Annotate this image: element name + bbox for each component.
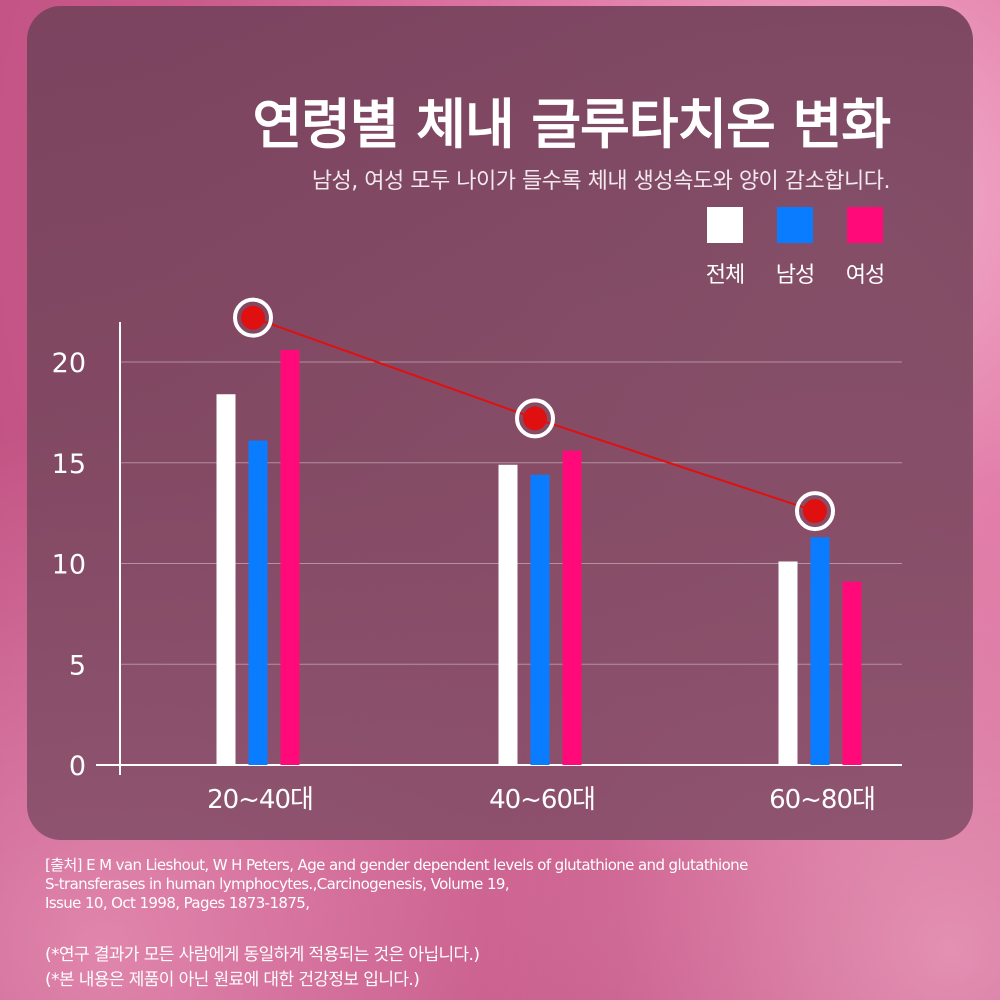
bar [216,394,236,765]
disclaimer-note: (*연구 결과가 모든 사람에게 동일하게 적용되는 것은 아닙니다.) [45,945,480,965]
trend-marker-ring [515,398,555,439]
chart-subtitle: 남성, 여성 모두 나이가 들수록 체내 생성속도와 양이 감소합니다. [311,169,891,194]
chart-title: 연령별 체내 글루타치온 변화 [252,93,891,156]
legend-item-total: 전체 [690,207,760,289]
trend-marker [523,406,547,431]
x-tick-label: 60~80대 [769,785,875,815]
bar [498,464,518,765]
bar [530,474,550,765]
bar [248,440,268,765]
bar [810,537,830,765]
legend-label-male: 남성 [775,263,815,288]
bar [280,349,300,765]
legend-label-total: 전체 [705,263,745,288]
legend-label-female: 여성 [845,263,885,288]
legend: 전체 남성 여성 [690,207,900,289]
y-tick-label: 10 [52,550,86,581]
bar [562,450,582,765]
source-line: Issue 10, Oct 1998, Pages 1873-1875, [45,894,310,912]
bar [778,561,798,765]
legend-swatch-male [777,207,813,243]
legend-swatch-total [707,207,743,243]
source-line: S-transferases in human lymphocytes.,Car… [45,875,510,893]
source-line: [출처] E M van Lieshout, W H Peters, Age a… [45,856,748,874]
source-citation: [출처] E M van Lieshout, W H Peters, Age a… [45,856,945,913]
legend-item-male: 남성 [760,207,830,289]
legend-swatch-female [847,207,883,243]
trend-marker [241,305,265,330]
x-tick-label: 20~40대 [207,785,313,815]
y-tick-label: 20 [52,348,86,379]
trend-marker [803,499,827,524]
bar-chart: 0 5 10 15 20 20~40대 40~60대 60~80대 [52,297,875,815]
legend-item-female: 여성 [830,207,900,289]
y-tick-label: 5 [69,650,86,681]
bar [842,581,862,765]
trend-marker-ring [795,491,835,532]
y-tick-label: 0 [69,751,86,782]
x-tick-label: 40~60대 [489,785,595,815]
y-tick-label: 15 [52,449,86,480]
disclaimer-note: (*본 내용은 제품이 아닌 원료에 대한 건강정보 입니다.) [45,970,420,990]
trend-marker-ring [233,297,273,338]
